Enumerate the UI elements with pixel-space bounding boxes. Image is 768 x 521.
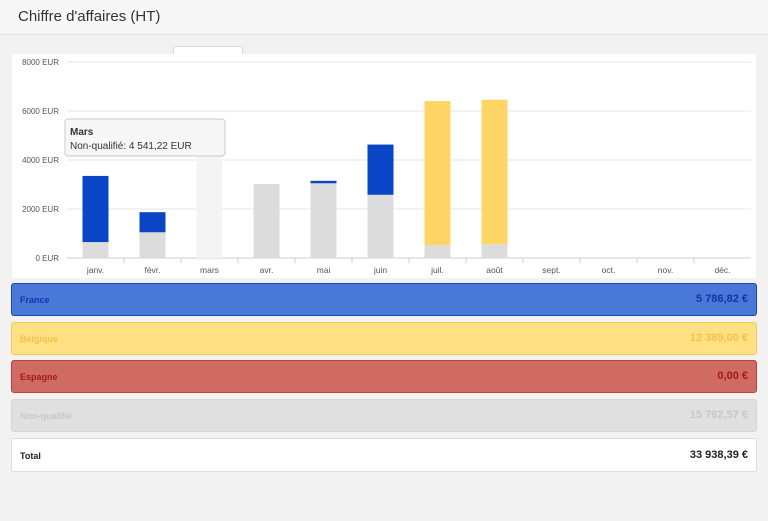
chart-container: 0 EUR 2000 EUR 4000 EUR 6000 EUR 8000 EUR ja…	[12, 54, 756, 278]
y-tick-label: 6000 EUR	[22, 107, 59, 116]
bar-non_qualifie-2[interactable]	[196, 146, 223, 258]
summary-amount-total: 33 938,39 €	[689, 449, 748, 461]
y-tick-label: 2000 EUR	[22, 205, 59, 214]
bar-non_qualifie-4[interactable]	[310, 183, 337, 258]
x-tick-label: févr.	[144, 265, 160, 275]
summary-amount-france: 5 786,82 €	[696, 293, 748, 305]
x-tick-label: mars	[200, 265, 219, 275]
summary-amount-non-qualifie: 15 762,57 €	[689, 409, 748, 421]
bar-belgique-6[interactable]	[424, 100, 451, 246]
x-tick-label: nov.	[658, 265, 673, 275]
y-tick-label: 8000 EUR	[22, 58, 59, 67]
summary-amount-belgique: 12 389,00 €	[689, 332, 748, 344]
x-tick-label: déc.	[714, 265, 730, 275]
x-tick-label: sept.	[542, 265, 560, 275]
page-header: Chiffre d'affaires (HT)	[0, 0, 768, 35]
tooltip-box	[64, 118, 226, 157]
bar-france-1[interactable]	[139, 212, 166, 233]
summary-label-non-qualifie: Non-qualifié	[20, 411, 72, 421]
summary-row-espagne[interactable]: Espagne 0,00 €	[11, 360, 757, 393]
chart-tooltip: Mars Non-qualifié: 4 541,22 EUR	[64, 118, 226, 157]
x-tick-label: janv.	[86, 265, 104, 275]
bar-france-0[interactable]	[82, 175, 109, 243]
x-tick-label: mai	[317, 265, 331, 275]
x-tick-label: août	[486, 265, 503, 275]
bar-non_qualifie-1[interactable]	[139, 232, 166, 258]
y-tick-label: 0 EUR	[35, 254, 59, 263]
summary-row-total: Total 33 938,39 €	[11, 438, 757, 472]
bar-belgique-7[interactable]	[481, 99, 508, 245]
bar-non_qualifie-6[interactable]	[424, 245, 451, 258]
x-tick-label: juin	[373, 265, 388, 275]
x-tick-label: juil.	[430, 265, 444, 275]
bar-non_qualifie-7[interactable]	[481, 244, 508, 258]
tooltip-text: Non-qualifié: 4 541,22 EUR	[70, 141, 192, 152]
stacked-bar-chart: 0 EUR 2000 EUR 4000 EUR 6000 EUR 8000 EUR ja…	[22, 58, 751, 275]
x-tick-label: avr.	[260, 265, 274, 275]
page-title: Chiffre d'affaires (HT)	[18, 8, 161, 25]
y-tick-label: 4000 EUR	[22, 156, 59, 165]
x-tick-label: oct.	[602, 265, 616, 275]
bar-non_qualifie-0[interactable]	[82, 242, 109, 258]
summary-label-espagne: Espagne	[20, 372, 58, 382]
summary-row-france[interactable]: France 5 786,82 €	[11, 283, 757, 316]
bar-non_qualifie-3[interactable]	[253, 184, 280, 258]
summary-row-belgique[interactable]: Belgique 12 389,00 €	[11, 322, 757, 355]
summary-label-total: Total	[20, 451, 41, 461]
bar-france-4[interactable]	[310, 180, 337, 184]
tooltip-title: Mars	[70, 127, 94, 138]
bar-non_qualifie-5[interactable]	[367, 194, 394, 258]
summary-label-belgique: Belgique	[20, 334, 59, 344]
summary-row-non-qualifie[interactable]: Non-qualifié 15 762,57 €	[11, 399, 757, 432]
summary-label-france: France	[20, 295, 50, 305]
summary-amount-espagne: 0,00 €	[717, 370, 748, 382]
bar-france-5[interactable]	[367, 144, 394, 195]
